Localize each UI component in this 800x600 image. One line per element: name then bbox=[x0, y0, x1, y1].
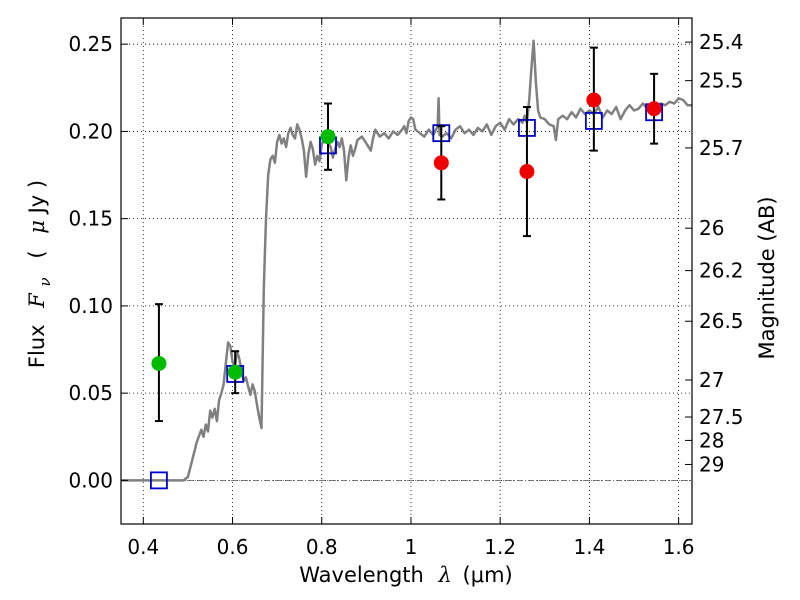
magnitude-tick-label: 25.7 bbox=[699, 136, 744, 160]
y-axis-label-unit-close: Jy ) bbox=[25, 180, 49, 216]
x-tick-label: 0.6 bbox=[217, 535, 249, 559]
x-axis-ticks: 0.4 0.6 0.8 1 1.2 1.4 1.6 bbox=[127, 18, 695, 559]
y-tick-label: 0.10 bbox=[68, 294, 113, 318]
y-tick-label: 0.25 bbox=[68, 32, 113, 56]
model-points bbox=[150, 103, 663, 490]
y-tick-label: 0.20 bbox=[68, 119, 113, 143]
model-point bbox=[150, 471, 168, 490]
y-axis-label: Flux F ν ( μ Jy ) bbox=[25, 180, 55, 368]
magnitude-tick-label: 25.4 bbox=[699, 30, 744, 54]
y-tick-label: 0.05 bbox=[68, 381, 113, 405]
magnitude-tick-label: 29 bbox=[699, 452, 724, 476]
observed-point-green bbox=[320, 129, 336, 145]
x-tick-label: 1.2 bbox=[484, 535, 516, 559]
x-tick-label: 1.4 bbox=[573, 535, 605, 559]
magnitude-axis-label: Magnitude (AB) bbox=[755, 196, 779, 359]
magnitude-tick-label: 26.2 bbox=[699, 259, 744, 283]
grid bbox=[121, 18, 692, 524]
y-axis-label-unit-mu: μ bbox=[25, 220, 49, 234]
magnitude-tick-label: 27 bbox=[699, 368, 724, 392]
y-axis-label-unit-open: ( bbox=[25, 250, 49, 258]
observed-points bbox=[151, 92, 662, 380]
observed-point-red bbox=[433, 155, 449, 171]
x-axis-label-symbol: λ bbox=[438, 563, 452, 587]
x-tick-label: 1.6 bbox=[663, 535, 695, 559]
magnitude-tick-label: 28 bbox=[699, 428, 724, 452]
y-axis-ticks: 0.00 0.05 0.10 0.15 0.20 0.25 bbox=[68, 32, 128, 492]
x-tick-label: 0.8 bbox=[306, 535, 338, 559]
observed-point-red bbox=[646, 101, 662, 117]
magnitude-tick-label: 25.5 bbox=[699, 69, 744, 93]
x-axis-label-prefix: Wavelength bbox=[299, 563, 424, 587]
y-axis-label-symbol: F bbox=[25, 292, 49, 309]
plot-data bbox=[121, 39, 692, 490]
x-tick-label: 1 bbox=[405, 535, 418, 559]
x-axis-label: Wavelength λ (μm) bbox=[299, 563, 512, 587]
magnitude-tick-label: 26 bbox=[699, 216, 724, 240]
x-axis-label-unit: (μm) bbox=[463, 563, 513, 587]
observed-point-red bbox=[586, 92, 602, 108]
y-axis-label-prefix: Flux bbox=[25, 324, 49, 368]
y-tick-label: 0.15 bbox=[68, 207, 113, 231]
plot-frame bbox=[120, 17, 693, 525]
y-axis-label-subscript: ν bbox=[36, 277, 54, 286]
magnitude-tick-label: 27.5 bbox=[699, 405, 744, 429]
magnitude-tick-label: 26.5 bbox=[699, 309, 744, 333]
x-tick-label: 0.4 bbox=[127, 535, 159, 559]
observed-point-red bbox=[519, 164, 535, 180]
y-tick-label: 0.00 bbox=[68, 468, 113, 492]
observed-point-green bbox=[227, 364, 243, 380]
observed-point-green bbox=[151, 355, 167, 371]
template-spectrum-line bbox=[121, 39, 692, 482]
